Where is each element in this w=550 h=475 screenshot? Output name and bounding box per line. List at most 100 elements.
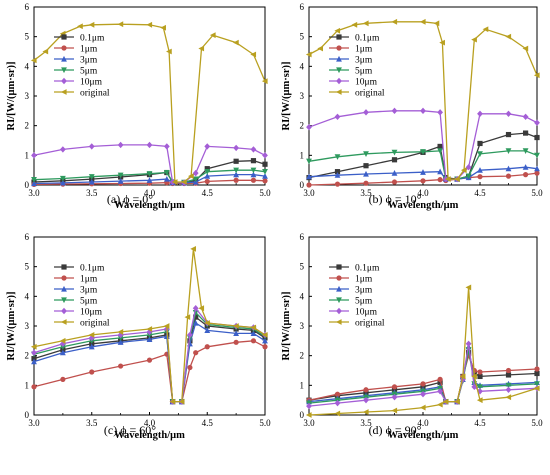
- legend-marker: [336, 77, 342, 85]
- data-point: [146, 177, 153, 183]
- data-point: [204, 327, 211, 334]
- data-point: [146, 336, 153, 342]
- data-point: [465, 173, 472, 180]
- data-point: [477, 373, 483, 380]
- data-point: [305, 412, 312, 418]
- panel-caption: (b) ϕ = 10°: [369, 192, 422, 206]
- data-point: [391, 149, 398, 156]
- series-line: [308, 287, 538, 416]
- data-point: [146, 332, 153, 338]
- data-point: [534, 366, 540, 372]
- data-point: [117, 172, 124, 179]
- legend-label: 0.1μm: [355, 264, 380, 274]
- data-point: [505, 131, 512, 138]
- data-point: [420, 391, 426, 398]
- data-point: [334, 172, 341, 178]
- data-point: [505, 367, 512, 374]
- data-point: [204, 344, 210, 350]
- data-point: [334, 154, 341, 160]
- data-point: [476, 397, 483, 404]
- legend-marker: [336, 45, 342, 51]
- data-point: [59, 146, 66, 153]
- data-point: [88, 178, 95, 185]
- data-point: [233, 323, 239, 329]
- data-point: [163, 143, 170, 150]
- y-axis-label: RI/[W/(μm·sr)]: [6, 62, 17, 131]
- data-point: [523, 130, 529, 136]
- y-tick-label: 6: [300, 232, 305, 242]
- data-point: [477, 388, 483, 395]
- plot-frame: [33, 6, 266, 186]
- y-tick-label: 3: [300, 91, 305, 101]
- y-tick-label: 1: [25, 380, 30, 390]
- data-point: [363, 109, 369, 116]
- data-point: [444, 176, 451, 182]
- data-point: [250, 51, 257, 58]
- data-point: [391, 384, 398, 390]
- data-point: [522, 45, 529, 52]
- data-point: [505, 173, 512, 179]
- data-point: [419, 18, 426, 25]
- y-tick-label: 5: [300, 32, 305, 42]
- data-point: [250, 324, 257, 331]
- data-point: [465, 347, 472, 353]
- data-point: [442, 398, 449, 405]
- data-point: [306, 158, 312, 165]
- legend-label: 10μm: [80, 78, 103, 88]
- data-point: [419, 404, 426, 411]
- y-tick-label: 2: [25, 121, 30, 131]
- data-point: [465, 284, 472, 291]
- data-point: [362, 20, 369, 27]
- legend-label: 10μm: [355, 78, 378, 88]
- x-tick-label: 5.0: [259, 188, 271, 198]
- x-tick-label: 4.0: [417, 188, 429, 198]
- x-tick-label: 4.5: [474, 418, 486, 428]
- data-point: [334, 169, 341, 175]
- x-axis-label: Wavelength/μm: [388, 200, 459, 211]
- x-tick-label: 5.0: [259, 418, 271, 428]
- x-tick-label: 5.0: [531, 188, 543, 198]
- data-point: [171, 179, 178, 185]
- data-point: [178, 398, 185, 405]
- data-point: [204, 166, 210, 172]
- legend-label: 10μm: [80, 308, 103, 318]
- data-point: [233, 339, 239, 345]
- data-point: [505, 394, 512, 401]
- data-point: [250, 171, 257, 178]
- series-original: [305, 18, 540, 182]
- data-point: [306, 182, 312, 188]
- data-point: [363, 387, 369, 393]
- chart-panel-2: 3.0 3.5 4.0 4.5 5.0 0 1 2 3 4 5 6 Wavelength/μm RI/[W…: [281, 2, 543, 211]
- data-point: [59, 349, 66, 356]
- legend-label: 5μm: [80, 297, 98, 307]
- data-point: [77, 23, 83, 30]
- data-point: [60, 376, 66, 382]
- data-point: [465, 164, 472, 171]
- x-tick-label: 3.5: [86, 418, 98, 428]
- y-tick-label: 6: [300, 2, 305, 12]
- y-tick-label: 1: [300, 380, 305, 390]
- data-point: [437, 388, 443, 395]
- data-point: [250, 177, 257, 183]
- data-point: [305, 51, 312, 58]
- data-point: [261, 332, 268, 338]
- data-point: [204, 320, 210, 326]
- data-point: [534, 170, 540, 176]
- y-tick-label: 6: [25, 2, 30, 12]
- y-tick-label: 3: [25, 321, 30, 331]
- data-point: [437, 168, 443, 175]
- legend-label: 1μm: [80, 275, 98, 285]
- series-1μm: [31, 338, 268, 405]
- data-point: [250, 330, 257, 337]
- data-point: [334, 113, 341, 120]
- x-tick-label: 3.0: [28, 188, 40, 198]
- data-point: [187, 364, 193, 371]
- data-point: [31, 152, 37, 159]
- data-point: [534, 370, 540, 377]
- legend-marker: [61, 275, 67, 281]
- data-point: [433, 20, 440, 27]
- data-point: [193, 350, 199, 356]
- legend-label: 0.1μm: [80, 34, 105, 44]
